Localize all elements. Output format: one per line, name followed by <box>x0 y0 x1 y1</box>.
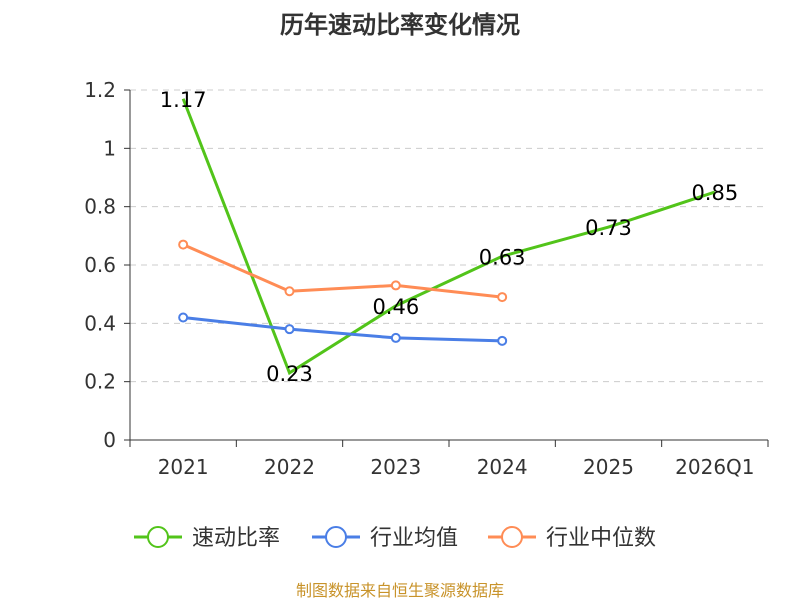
x-tick-label: 2025 <box>583 455 634 479</box>
data-point <box>497 292 508 303</box>
data-point <box>284 324 295 335</box>
series-line-0 <box>181 98 716 376</box>
data-label: 0.23 <box>266 362 313 386</box>
data-point <box>497 335 508 346</box>
legend-item-1[interactable]: 行业均值 <box>312 526 458 551</box>
legend-marker-icon <box>147 526 169 548</box>
data-point <box>390 280 401 291</box>
legend-label: 行业均值 <box>370 526 458 551</box>
legend-label: 行业中位数 <box>546 526 656 551</box>
y-tick-label: 0 <box>103 428 116 452</box>
series-line-1 <box>183 316 503 343</box>
legend-marker-icon <box>501 526 523 548</box>
x-tick-label: 2023 <box>370 455 421 479</box>
chart-title: 历年速动比率变化情况 <box>280 11 520 39</box>
x-tick-label: 2026Q1 <box>675 455 754 479</box>
source-footer: 制图数据来自恒生聚源数据库 <box>296 581 504 600</box>
y-tick-label: 1.2 <box>84 78 116 102</box>
legend-item-2[interactable]: 行业中位数 <box>488 526 656 551</box>
data-point <box>178 239 189 250</box>
data-point <box>178 312 189 323</box>
y-tick-label: 0.6 <box>84 253 116 277</box>
x-tick-label: 2022 <box>264 455 315 479</box>
legend-marker-icon <box>325 526 347 548</box>
data-label: 1.17 <box>160 88 207 112</box>
x-tick-label: 2024 <box>477 455 528 479</box>
data-point <box>284 286 295 297</box>
data-label: 0.73 <box>585 216 632 240</box>
series-line-2 <box>182 243 503 299</box>
data-label: 0.85 <box>691 181 738 205</box>
y-tick-label: 0.8 <box>84 195 116 219</box>
legend-item-0[interactable]: 速动比率 <box>134 526 280 551</box>
data-label: 0.46 <box>372 295 419 319</box>
x-tick-label: 2021 <box>158 455 209 479</box>
legend-label: 速动比率 <box>192 526 280 551</box>
data-label: 0.63 <box>479 245 526 269</box>
y-tick-label: 1 <box>103 136 116 160</box>
data-point <box>390 332 401 343</box>
y-tick-label: 0.2 <box>84 370 116 394</box>
y-tick-label: 0.4 <box>84 311 116 335</box>
